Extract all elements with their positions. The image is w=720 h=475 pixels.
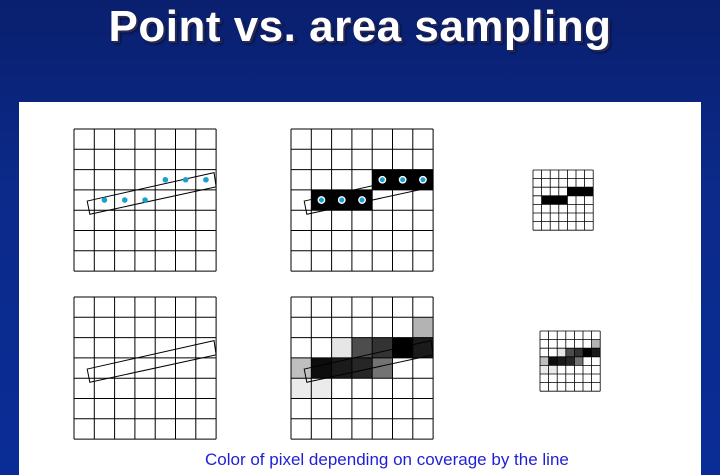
area-sampling-small-grid: [539, 330, 601, 392]
shaded-pixel: [591, 339, 601, 349]
sample-point: [121, 197, 128, 203]
sample-point: [142, 197, 148, 203]
diagram-panel: [19, 102, 701, 475]
shaded-pixel: [540, 365, 549, 374]
line-outline: [303, 340, 434, 383]
line-outline: [86, 340, 217, 383]
shaded-pixel: [557, 356, 566, 366]
shaded-pixel: [574, 356, 583, 366]
shaded-pixel: [574, 348, 583, 357]
filled-pixel: [558, 195, 568, 205]
caption: Color of pixel depending on coverage by …: [205, 450, 569, 469]
shaded-pixel: [351, 337, 373, 358]
line-outline: [86, 172, 217, 215]
shaded-pixel: [351, 357, 373, 379]
shaded-pixel: [291, 378, 312, 399]
shaded-pixel: [311, 378, 332, 399]
filled-pixel: [576, 187, 585, 196]
point-sampling-result-grid: [290, 128, 434, 272]
sample-point: [358, 196, 366, 204]
shaded-pixel: [557, 348, 566, 357]
shaded-pixel: [291, 357, 312, 379]
shaded-pixel: [540, 356, 549, 366]
shaded-pixel: [372, 337, 393, 358]
shaded-pixel: [311, 357, 332, 379]
sample-point: [398, 175, 407, 184]
shaded-pixel: [392, 337, 413, 358]
shaded-pixel: [548, 365, 558, 374]
filled-pixel: [584, 187, 594, 196]
sample-point: [337, 196, 346, 204]
shaded-pixel: [565, 356, 575, 366]
sample-point: [203, 176, 209, 183]
shaded-pixel: [331, 337, 352, 358]
sample-point: [419, 175, 427, 184]
sample-point: [317, 196, 326, 204]
shaded-pixel: [591, 348, 601, 357]
sample-point: [182, 176, 189, 183]
slide-title: Point vs. area sampling: [108, 2, 612, 51]
filled-pixel: [541, 195, 551, 205]
shaded-pixel: [565, 348, 575, 357]
shaded-pixel: [548, 356, 558, 366]
sample-point: [101, 197, 108, 203]
sampling-diagram: [73, 128, 601, 440]
point-sampling-grid: [73, 128, 217, 272]
shaded-pixel: [583, 348, 592, 357]
area-sampling-result-grid: [290, 296, 434, 440]
sample-point: [378, 175, 387, 184]
shaded-pixel: [412, 337, 434, 358]
filled-pixel: [567, 187, 576, 196]
point-sampling-small-grid: [532, 169, 594, 231]
line-outline: [303, 172, 434, 215]
shaded-pixel: [372, 357, 393, 379]
area-sampling-grid: [73, 296, 217, 440]
filled-pixel: [550, 195, 559, 205]
sample-point: [162, 176, 169, 183]
shaded-pixel: [412, 317, 434, 338]
